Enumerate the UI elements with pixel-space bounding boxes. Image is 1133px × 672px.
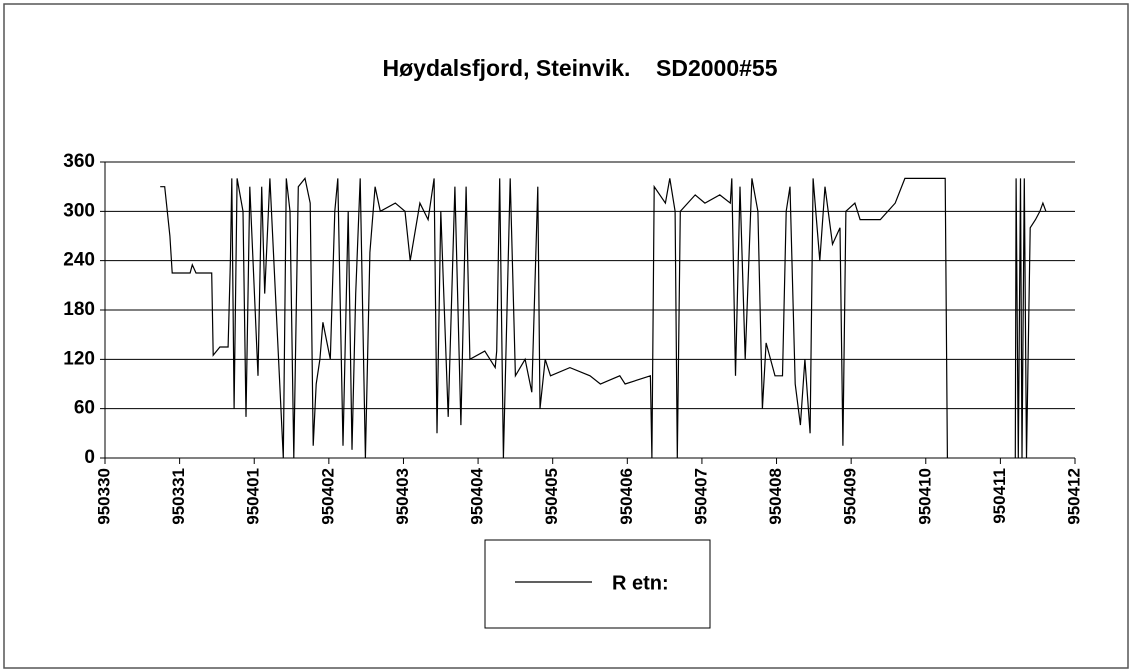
x-tick-label: 950409: [841, 468, 860, 525]
x-tick-label: 950331: [169, 468, 188, 525]
x-tick-label: 950407: [691, 468, 710, 525]
x-tick-label: 950406: [617, 468, 636, 525]
x-tick-label: 950405: [542, 468, 561, 525]
x-tick-label: 950404: [468, 467, 487, 524]
y-tick-label: 240: [63, 250, 95, 271]
y-tick-label: 0: [84, 447, 95, 468]
y-tick-label: 300: [63, 200, 95, 221]
y-tick-label: 360: [63, 151, 95, 172]
x-tick-label: 950402: [318, 468, 337, 525]
y-tick-label: 120: [63, 348, 95, 369]
x-tick-label: 950412: [1064, 468, 1083, 525]
data-line: [160, 177, 1047, 459]
x-tick-label: 950401: [244, 468, 263, 525]
chart-title: Høydalsfjord, Steinvik. SD2000#55: [383, 55, 778, 81]
x-tick-label: 950330: [94, 468, 113, 525]
legend-label: R etn:: [612, 572, 669, 594]
legend-box: [484, 539, 711, 629]
x-tick-label: 950411: [990, 468, 1009, 524]
y-tick-label: 60: [74, 398, 95, 419]
x-tick-label: 950410: [915, 468, 934, 525]
x-tick-label: 950408: [766, 468, 785, 525]
y-tick-label: 180: [63, 299, 95, 320]
x-tick-label: 950403: [393, 468, 412, 525]
